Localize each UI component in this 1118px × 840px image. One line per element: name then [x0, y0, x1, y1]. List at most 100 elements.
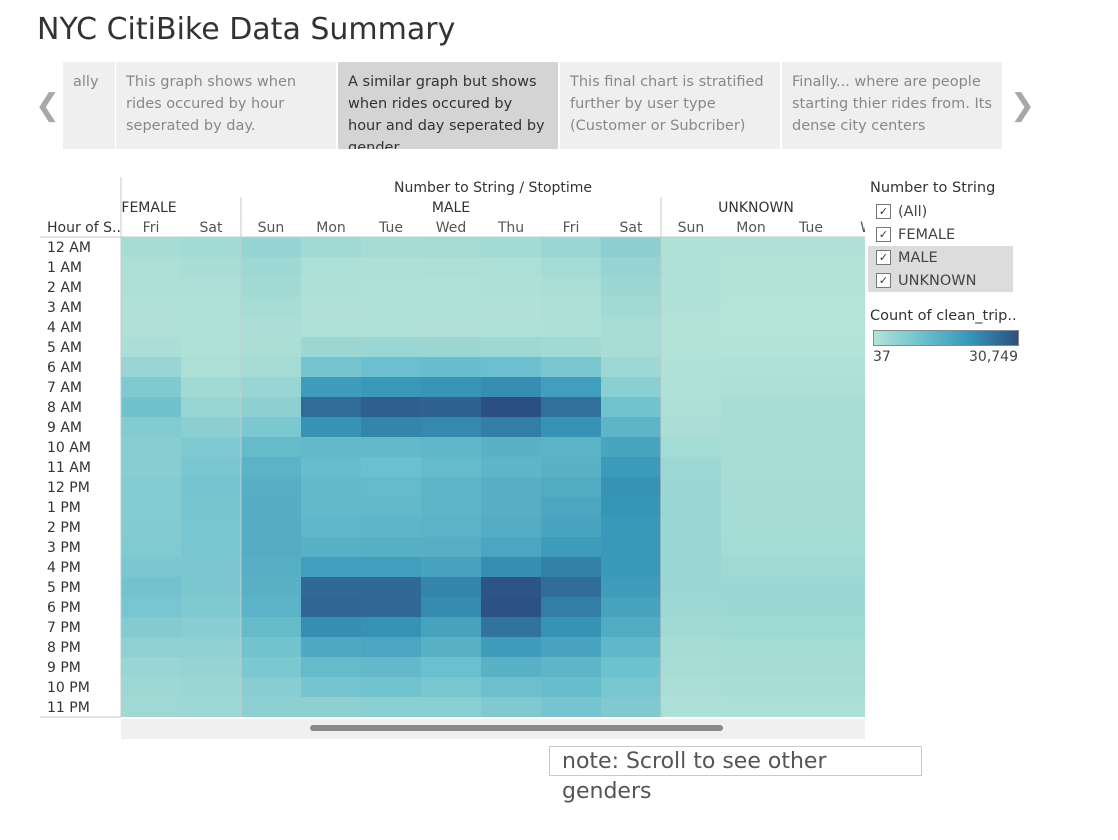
heatmap-cell	[601, 697, 661, 717]
legend-panel: Number to String ✓ (All) ✓ FEMALE ✓ MALE…	[868, 180, 1028, 367]
heatmap-cell	[421, 397, 481, 417]
heatmap-cell	[361, 617, 421, 637]
heatmap-cell	[601, 277, 661, 297]
heatmap-cell	[241, 637, 301, 657]
heatmap-cell	[301, 697, 361, 717]
hour-label: 12 AM	[47, 240, 91, 256]
heatmap-cell	[841, 317, 865, 337]
filter-item-male[interactable]: ✓ MALE	[868, 246, 1013, 269]
filter-item-unknown[interactable]: ✓ UNKNOWN	[868, 269, 1013, 292]
checkbox-icon[interactable]: ✓	[876, 227, 891, 242]
hour-label: 8 AM	[47, 400, 82, 416]
heatmap-cell	[601, 317, 661, 337]
hour-label: 8 PM	[47, 640, 81, 656]
heatmap-cell	[781, 517, 841, 537]
heatmap-cell	[361, 437, 421, 457]
day-label: Thu	[497, 220, 524, 236]
heatmap-cell	[721, 537, 781, 557]
story-point-0[interactable]: ally	[63, 62, 115, 149]
heatmap-cell	[781, 257, 841, 277]
heatmap-cell	[781, 317, 841, 337]
heatmap-cell	[841, 617, 865, 637]
hour-label: 6 PM	[47, 600, 81, 616]
heatmap-cell	[181, 697, 241, 717]
heatmap-cell	[301, 237, 361, 257]
heatmap-cell	[841, 537, 865, 557]
chevron-right-icon[interactable]: ❯	[1010, 88, 1036, 123]
heatmap-cell	[481, 297, 541, 317]
checkbox-icon[interactable]: ✓	[876, 204, 891, 219]
heatmap-cell	[661, 437, 721, 457]
heatmap-cell	[721, 497, 781, 517]
heatmap-cell	[361, 497, 421, 517]
story-point-1[interactable]: This graph shows when rides occured by h…	[116, 62, 336, 149]
hour-label: 4 AM	[47, 320, 82, 336]
heatmap-cell	[301, 337, 361, 357]
heatmap-cell	[721, 397, 781, 417]
heatmap-cell	[601, 457, 661, 477]
filter-item-female[interactable]: ✓ FEMALE	[868, 223, 1013, 246]
heatmap-cell	[841, 677, 865, 697]
chevron-left-icon[interactable]: ❮	[35, 88, 61, 123]
heatmap-cell	[781, 397, 841, 417]
heatmap-cell	[721, 317, 781, 337]
heatmap-cell	[541, 297, 601, 317]
heatmap-cell	[121, 437, 181, 457]
heatmap-cell	[481, 357, 541, 377]
heatmap-cell	[481, 617, 541, 637]
heatmap-cell	[361, 297, 421, 317]
heatmap-cell	[541, 397, 601, 417]
heatmap-cell	[121, 317, 181, 337]
hour-label: 2 AM	[47, 280, 82, 296]
heatmap-cell	[721, 437, 781, 457]
heatmap-cell	[361, 357, 421, 377]
scrollbar-thumb[interactable]	[310, 725, 723, 731]
horizontal-scrollbar[interactable]	[121, 719, 865, 739]
story-point-4[interactable]: Finally... where are people starting thi…	[782, 62, 1002, 149]
story-point-2[interactable]: A similar graph but shows when rides occ…	[338, 62, 558, 149]
heatmap-cell	[181, 317, 241, 337]
heatmap-cell	[241, 677, 301, 697]
heatmap-cell	[121, 657, 181, 677]
heatmap-cell	[661, 477, 721, 497]
heatmap-cell	[841, 437, 865, 457]
heatmap-cell	[721, 597, 781, 617]
story-points-bar: ally This graph shows when rides occured…	[63, 62, 1003, 150]
heatmap-cell	[541, 617, 601, 637]
checkbox-icon[interactable]: ✓	[876, 250, 891, 265]
checkbox-icon[interactable]: ✓	[876, 273, 891, 288]
heatmap-cell	[781, 637, 841, 657]
heatmap-cell	[301, 397, 361, 417]
filter-item-all[interactable]: ✓ (All)	[868, 200, 1013, 223]
heatmap-cell	[781, 657, 841, 677]
heatmap-cell	[481, 477, 541, 497]
day-label: Tue	[378, 220, 403, 236]
heatmap-cell	[541, 457, 601, 477]
heatmap-cell	[661, 337, 721, 357]
heatmap-cell	[241, 597, 301, 617]
heatmap-cell	[601, 557, 661, 577]
heatmap-cell	[181, 577, 241, 597]
hour-label: 2 PM	[47, 520, 81, 536]
heatmap-cell	[181, 497, 241, 517]
heatmap-cell	[481, 677, 541, 697]
heatmap-cell	[181, 617, 241, 637]
heatmap-cell	[121, 517, 181, 537]
heatmap-cell	[661, 357, 721, 377]
heatmap-cell	[421, 637, 481, 657]
heatmap-cell	[241, 277, 301, 297]
hour-label: 9 AM	[47, 420, 82, 436]
heatmap-cell	[181, 657, 241, 677]
heatmap-cell	[121, 637, 181, 657]
heatmap-cell	[361, 697, 421, 717]
heatmap-cell	[781, 677, 841, 697]
day-label: Mon	[316, 220, 346, 236]
day-label: Sun	[678, 220, 705, 236]
heatmap-cell	[781, 497, 841, 517]
heatmap-cell	[841, 637, 865, 657]
heatmap-cell	[361, 457, 421, 477]
heatmap-cell	[361, 657, 421, 677]
heatmap-cell	[661, 557, 721, 577]
story-point-3[interactable]: This final chart is stratified further b…	[560, 62, 780, 149]
heatmap-cell	[721, 677, 781, 697]
